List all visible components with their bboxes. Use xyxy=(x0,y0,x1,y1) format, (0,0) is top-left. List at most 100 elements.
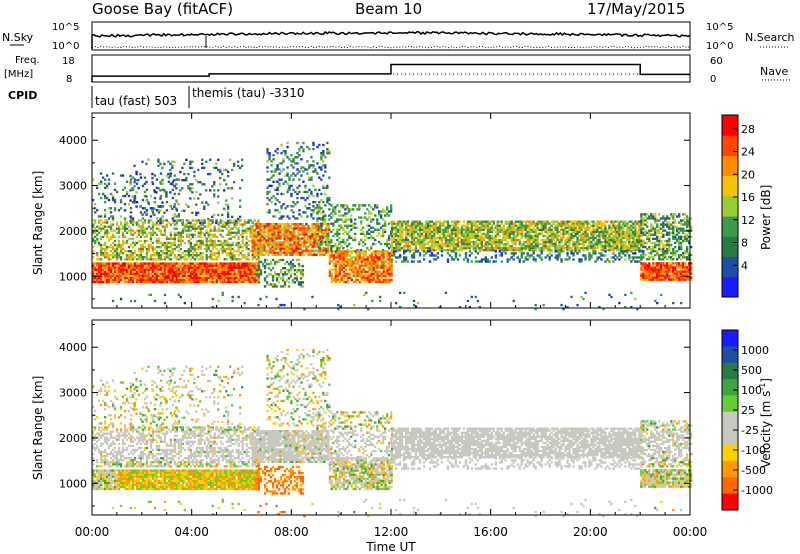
power-cell xyxy=(532,220,535,223)
power-cell xyxy=(346,226,349,229)
power-cell xyxy=(399,222,402,225)
power-cell xyxy=(558,242,561,246)
power-cell xyxy=(534,247,537,250)
power-cell xyxy=(267,249,270,252)
power-cell xyxy=(482,222,485,225)
power-cell xyxy=(474,222,477,225)
power-cell xyxy=(223,250,226,253)
power-cell xyxy=(167,264,170,267)
power-cell xyxy=(452,226,456,229)
power-cell xyxy=(532,240,535,244)
power-cell xyxy=(231,268,234,271)
power-cell xyxy=(249,272,252,275)
power-cell xyxy=(145,280,149,284)
power-cell xyxy=(594,242,597,246)
power-cell xyxy=(305,239,308,242)
power-cell xyxy=(430,236,434,240)
power-cell xyxy=(239,258,242,261)
power-cell xyxy=(201,278,204,282)
power-cell xyxy=(416,234,420,238)
power-cell xyxy=(414,245,418,248)
power-cell xyxy=(295,243,298,246)
power-cell xyxy=(510,247,513,250)
power-cell xyxy=(141,258,145,261)
power-cell xyxy=(265,275,269,278)
power-cell xyxy=(316,212,319,215)
power-cell xyxy=(370,220,373,223)
power-cell xyxy=(259,239,262,242)
power-cell xyxy=(592,232,595,236)
power-cell xyxy=(327,223,330,226)
power-cell xyxy=(390,268,393,271)
power-cell xyxy=(221,252,224,255)
power-cell xyxy=(131,258,135,261)
power-cell xyxy=(117,274,121,278)
power-cell xyxy=(460,230,464,234)
power-cell xyxy=(215,272,218,275)
power-cell xyxy=(502,226,505,229)
power-cell xyxy=(159,250,163,253)
power-cell xyxy=(397,224,400,227)
power-cell xyxy=(205,237,208,241)
power-cell xyxy=(328,260,331,263)
power-cell xyxy=(113,270,117,273)
power-cell xyxy=(295,237,298,240)
power-cell xyxy=(201,231,204,234)
power-cell xyxy=(334,278,337,282)
power-cell xyxy=(562,224,565,227)
power-cell xyxy=(506,242,509,246)
power-cell xyxy=(578,220,581,223)
power-cell xyxy=(484,240,487,244)
power-cell xyxy=(582,245,585,248)
power-cell xyxy=(159,268,163,271)
power-cell xyxy=(223,274,226,278)
power-cell xyxy=(287,243,290,246)
power-cell xyxy=(370,252,373,255)
power-cell xyxy=(378,240,381,244)
power-cell xyxy=(390,206,393,209)
power-cell xyxy=(289,262,293,266)
power-cell xyxy=(391,238,394,242)
power-cell xyxy=(380,258,383,261)
power-cell xyxy=(576,238,579,242)
power-cell xyxy=(267,253,270,256)
power-cell xyxy=(141,276,145,280)
power-cell xyxy=(514,220,517,223)
power-cell xyxy=(199,239,202,243)
power-cell xyxy=(488,226,491,229)
power-cell xyxy=(294,190,297,194)
power-cell xyxy=(193,233,196,236)
power-cell xyxy=(195,227,198,230)
power-cell xyxy=(169,276,172,280)
power-cell xyxy=(368,266,371,269)
power-cell xyxy=(268,178,271,181)
power-cell xyxy=(582,230,585,234)
power-cell xyxy=(159,172,163,175)
power-cell xyxy=(412,236,416,240)
power-cell xyxy=(143,182,147,185)
power-cell xyxy=(466,224,469,227)
power-cell xyxy=(193,258,196,261)
power-cell xyxy=(249,266,252,269)
power-cell xyxy=(582,226,585,229)
power-cell xyxy=(328,268,331,271)
power-cell xyxy=(185,203,188,206)
power-cell xyxy=(175,221,178,224)
power-cell xyxy=(231,221,234,224)
power-cell xyxy=(175,207,178,210)
power-cell xyxy=(326,186,329,190)
power-cell xyxy=(314,188,317,192)
power-cell xyxy=(542,234,545,238)
power-cell xyxy=(372,230,375,234)
power-cell xyxy=(464,240,468,244)
power-cell xyxy=(187,266,190,269)
power-cell xyxy=(211,266,214,269)
power-cell xyxy=(191,276,194,280)
power-cell xyxy=(149,227,153,230)
power-cell xyxy=(518,238,521,242)
power-cell xyxy=(163,278,167,282)
power-cell xyxy=(450,228,454,231)
power-cell xyxy=(452,249,456,252)
power-cell xyxy=(468,226,471,229)
power-cell xyxy=(428,240,432,244)
